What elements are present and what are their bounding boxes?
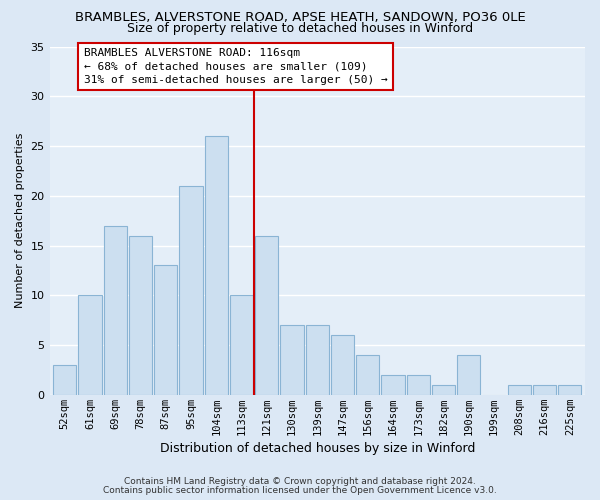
Y-axis label: Number of detached properties: Number of detached properties (15, 133, 25, 308)
X-axis label: Distribution of detached houses by size in Winford: Distribution of detached houses by size … (160, 442, 475, 455)
Text: Contains public sector information licensed under the Open Government Licence v3: Contains public sector information licen… (103, 486, 497, 495)
Bar (305, 325, 329, 395)
Bar (255, 236, 278, 395)
Bar (356, 355, 379, 395)
Bar (331, 335, 354, 395)
Bar (407, 375, 430, 395)
Bar (104, 226, 127, 395)
Bar (280, 325, 304, 395)
Bar (53, 365, 76, 395)
Bar (205, 136, 228, 395)
Bar (508, 385, 531, 395)
Text: Size of property relative to detached houses in Winford: Size of property relative to detached ho… (127, 22, 473, 35)
Text: BRAMBLES ALVERSTONE ROAD: 116sqm
← 68% of detached houses are smaller (109)
31% : BRAMBLES ALVERSTONE ROAD: 116sqm ← 68% o… (83, 48, 388, 85)
Bar (432, 385, 455, 395)
Bar (457, 355, 481, 395)
Bar (558, 385, 581, 395)
Bar (382, 375, 404, 395)
Bar (154, 266, 178, 395)
Bar (230, 296, 253, 395)
Bar (129, 236, 152, 395)
Bar (79, 296, 101, 395)
Bar (533, 385, 556, 395)
Bar (179, 186, 203, 395)
Text: BRAMBLES, ALVERSTONE ROAD, APSE HEATH, SANDOWN, PO36 0LE: BRAMBLES, ALVERSTONE ROAD, APSE HEATH, S… (74, 11, 526, 24)
Text: Contains HM Land Registry data © Crown copyright and database right 2024.: Contains HM Land Registry data © Crown c… (124, 477, 476, 486)
